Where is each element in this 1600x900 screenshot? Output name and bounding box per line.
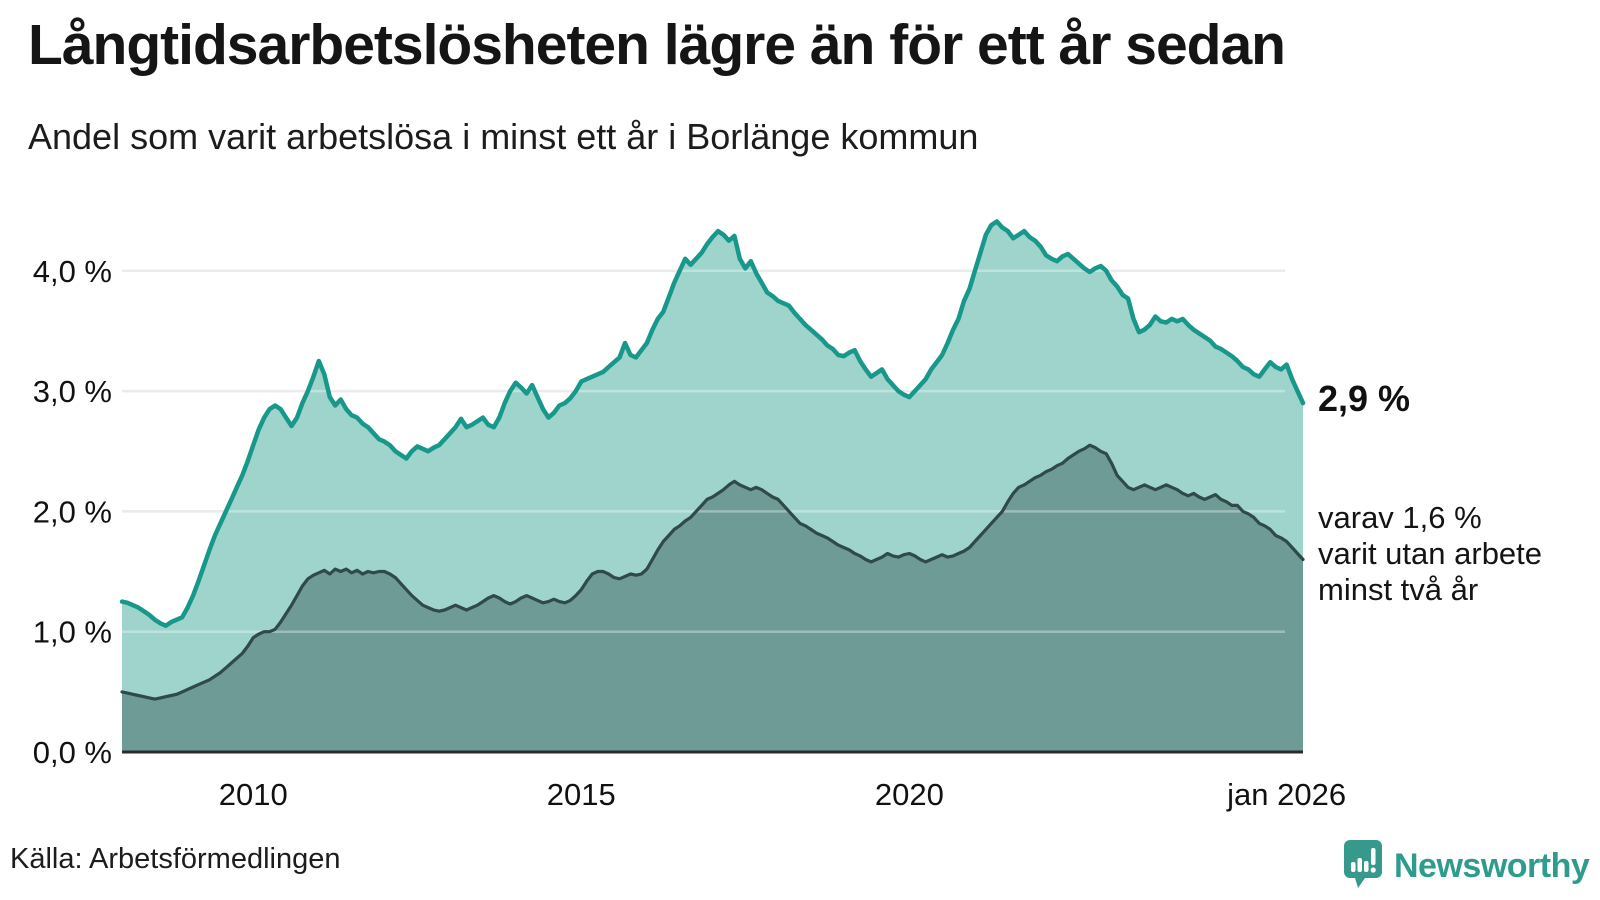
page-subtitle: Andel som varit arbetslösa i minst ett å… — [28, 116, 979, 157]
y-axis-tick-labels: 0,0 % 1,0 % 2,0 % 3,0 % 4,0 % — [33, 254, 112, 770]
newsworthy-logo-text: Newsworthy — [1394, 847, 1590, 885]
svg-text:2,0 %: 2,0 % — [33, 494, 112, 529]
svg-text:1,0 %: 1,0 % — [33, 615, 112, 650]
svg-text:3,0 %: 3,0 % — [33, 374, 112, 409]
svg-text:2020: 2020 — [875, 777, 944, 812]
newsworthy-logo: Newsworthy — [1342, 838, 1590, 895]
annotation-line: minst två år — [1318, 572, 1479, 607]
newsworthy-speech-bubble-chart-icon — [1342, 838, 1384, 895]
page-title: Långtidsarbetslösheten lägre än för ett … — [28, 13, 1286, 77]
svg-text:jan 2026: jan 2026 — [1226, 777, 1346, 812]
svg-text:2010: 2010 — [219, 777, 288, 812]
svg-text:4,0 %: 4,0 % — [33, 254, 112, 289]
latest-value-label: 2,9 % — [1318, 378, 1411, 419]
series-lines — [119, 219, 1306, 701]
svg-text:0,0 %: 0,0 % — [33, 735, 112, 770]
annotation-line: varav 1,6 % — [1318, 500, 1482, 535]
svg-text:2015: 2015 — [547, 777, 616, 812]
x-axis-tick-labels: 2010 2015 2020 jan 2026 — [219, 777, 1346, 812]
secondary-series-annotation: varav 1,6 % varit utan arbete minst två … — [1318, 500, 1542, 608]
area-series — [122, 221, 1303, 752]
annotation-line: varit utan arbete — [1318, 536, 1543, 571]
source-attribution: Källa: Arbetsförmedlingen — [10, 843, 341, 875]
